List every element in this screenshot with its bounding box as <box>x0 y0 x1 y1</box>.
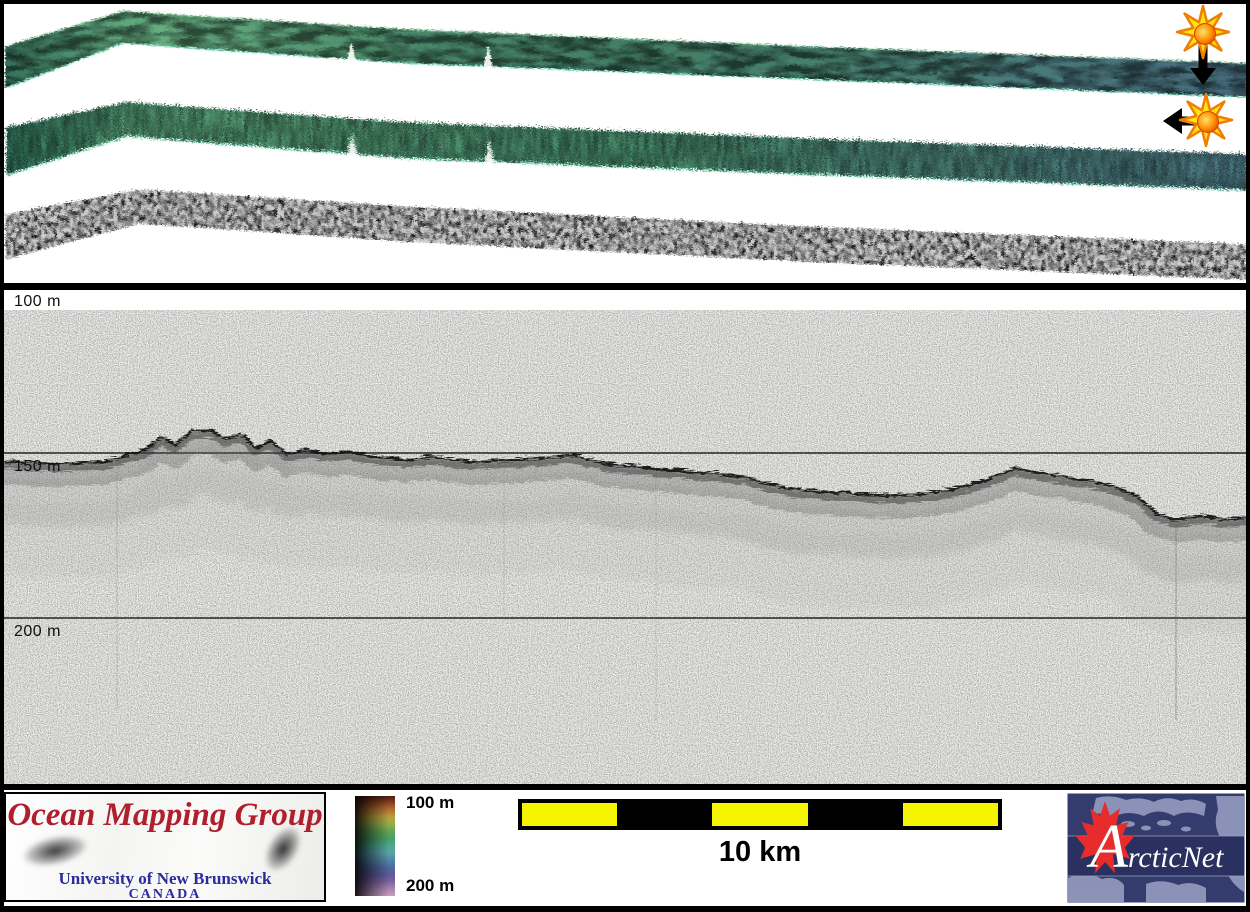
scalebar-label: 10 km <box>718 836 802 868</box>
arcticnet-wordmark: ArcticNet <box>1090 813 1224 881</box>
footer-legend: Ocean Mapping Group University of New Br… <box>4 790 1246 906</box>
seabed-reflector <box>4 426 1246 631</box>
scalebar-segments <box>522 803 999 826</box>
scalebar <box>518 799 1002 830</box>
arcticnet-logo: ArcticNet <box>1066 792 1246 904</box>
swath-mosaic-panel <box>4 4 1246 283</box>
omg-subtitle: University of New Brunswick <box>58 869 272 888</box>
sun-illumination-left-icon <box>1163 92 1234 148</box>
depth-label-150m: 150 m <box>14 458 61 475</box>
maple-leaf-icon <box>1075 801 1135 874</box>
subbottom-profile-panel: 100 m 150 m 200 m <box>4 290 1246 784</box>
depth-colorbar <box>355 796 395 896</box>
bathymetry-strip-sun-north <box>4 8 1246 97</box>
subbottom-profile <box>4 290 1246 784</box>
omg-country: CANADA <box>128 887 202 902</box>
bathymetry-strip-sun-east <box>4 100 1246 189</box>
arcticnet-map <box>1066 792 1246 904</box>
colorbar-label-200m: 200 m <box>406 876 455 895</box>
swath-mosaic <box>4 4 1246 278</box>
omg-logo: Ocean Mapping Group University of New Br… <box>4 792 326 902</box>
colorbar-shading <box>355 796 395 896</box>
backscatter-strip <box>4 188 1246 278</box>
colorbar-label-100m: 100 m <box>406 793 455 812</box>
omg-title: Ocean Mapping Group <box>7 797 323 833</box>
sun-illumination-down-icon <box>1175 4 1231 85</box>
depth-label-100m: 100 m <box>14 293 61 310</box>
depth-label-200m: 200 m <box>14 623 61 640</box>
